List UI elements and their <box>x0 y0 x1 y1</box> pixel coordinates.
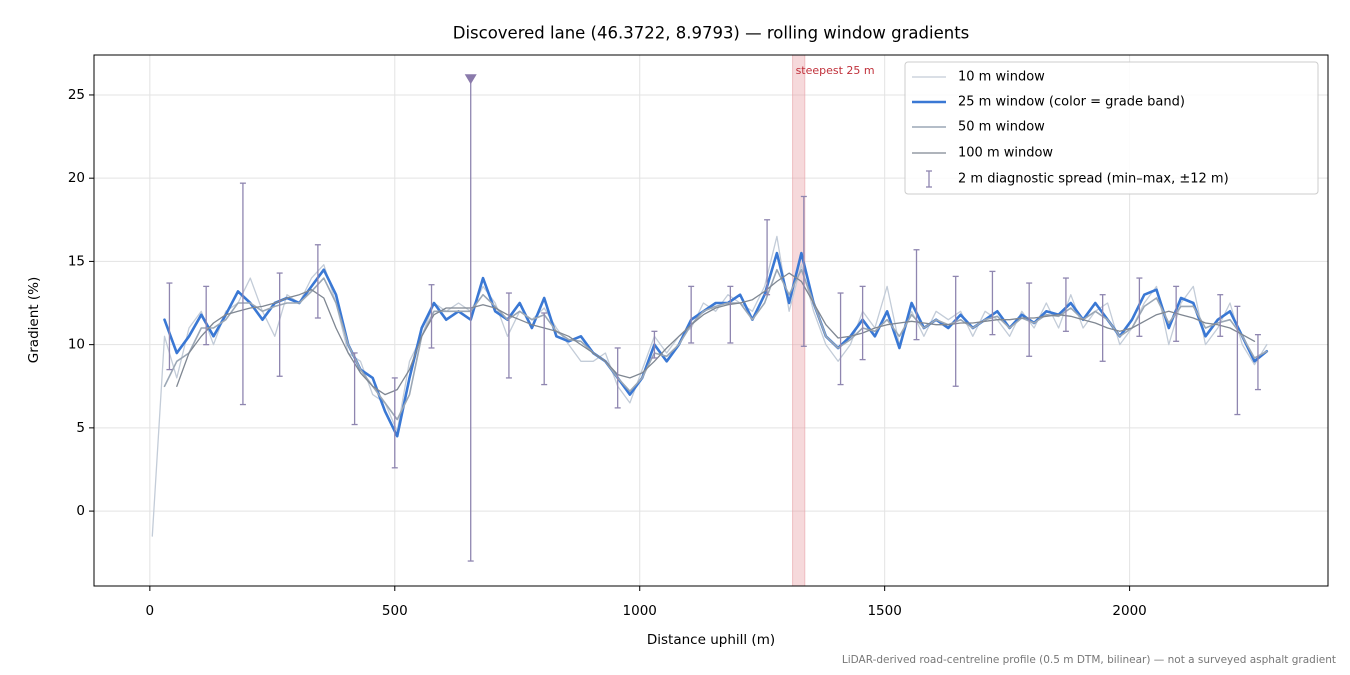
axes: 0 500 1000 1500 2000 0 5 10 15 20 25 <box>68 87 1147 619</box>
footnote: LiDAR-derived road-centreline profile (0… <box>842 654 1336 666</box>
y-tick-label: 10 <box>68 337 85 353</box>
highlight-span <box>792 55 806 586</box>
legend-box <box>904 61 1319 195</box>
legend-label: 50 m window <box>958 120 1045 135</box>
y-axis-label: Gradient (%) <box>26 277 42 363</box>
x-tick-label: 1500 <box>867 603 901 619</box>
x-tick-label: 500 <box>382 603 408 619</box>
legend-label: 100 m window <box>958 146 1053 161</box>
chart-title: Discovered lane (46.3722, 8.9793) — roll… <box>453 24 970 43</box>
x-tick-label: 1000 <box>623 603 657 619</box>
series-line <box>176 272 1256 396</box>
y-tick-label: 15 <box>68 253 85 269</box>
y-tick-label: 20 <box>68 170 85 186</box>
legend-label: 10 m window <box>958 70 1045 85</box>
x-tick-label: 2000 <box>1112 603 1146 619</box>
series-line <box>151 235 1268 537</box>
legend-label: 25 m window (color = grade band) <box>958 95 1185 110</box>
legend: 10 m window 25 m window (color = grade ba… <box>904 61 1319 195</box>
plot-area <box>151 55 1269 586</box>
x-axis-label: Distance uphill (m) <box>647 632 775 648</box>
y-tick-label: 0 <box>76 503 85 519</box>
y-tick-label: 5 <box>76 420 85 436</box>
highlight-label: steepest 25 m <box>796 64 875 77</box>
legend-label: 2 m diagnostic spread (min–max, ±12 m) <box>958 172 1229 187</box>
x-tick-label: 0 <box>146 603 155 619</box>
plot-frame <box>93 54 1329 587</box>
clip-marker <box>464 74 477 85</box>
y-tick-label: 25 <box>68 87 85 103</box>
